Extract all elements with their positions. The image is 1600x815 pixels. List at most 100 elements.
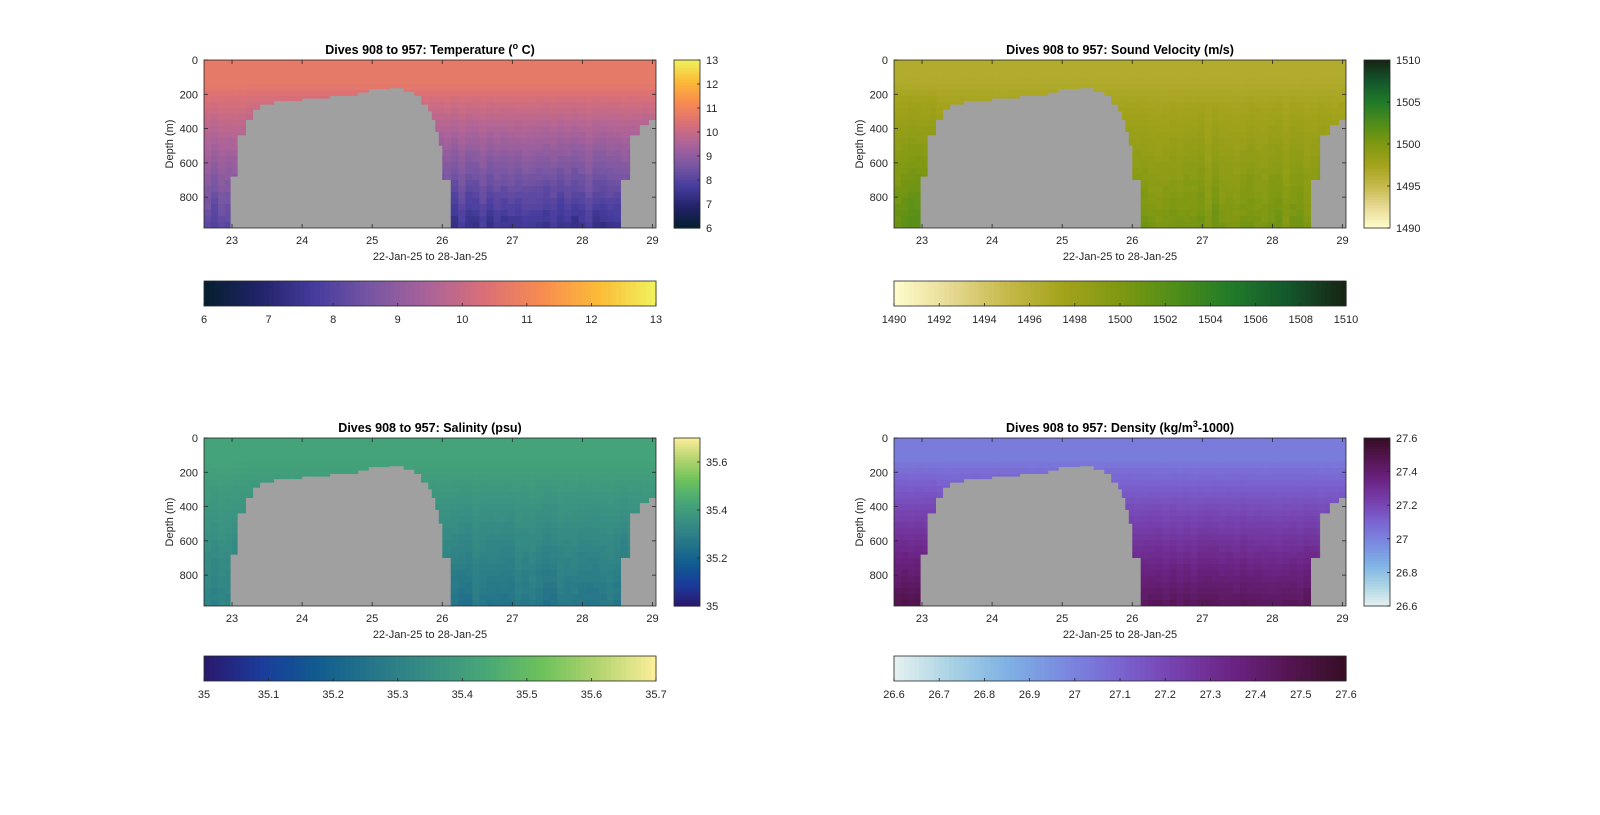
heatmap-cell: [451, 216, 459, 223]
heatmap-cell: [1141, 138, 1149, 145]
heatmap-cell: [260, 456, 269, 463]
colorbar-segment: [399, 281, 406, 306]
colorbar-segment: [1315, 281, 1322, 306]
heatmap-cell: [613, 132, 622, 139]
heatmap-cell: [500, 108, 509, 115]
heatmap-cell: [1183, 90, 1192, 97]
heatmap-cell: [1289, 192, 1298, 199]
heatmap-cell: [1324, 108, 1333, 115]
heatmap-cell: [521, 132, 530, 139]
heatmap-cell: [1303, 90, 1312, 97]
colorbar-segment: [899, 281, 905, 306]
heatmap-cell: [1338, 108, 1346, 115]
heatmap-cell: [1289, 168, 1298, 175]
heatmap-cell: [1162, 66, 1171, 73]
colorbar-segment: [1185, 281, 1191, 306]
heatmap-cell: [543, 156, 551, 163]
heatmap-cell: [894, 84, 902, 91]
heatmap-cell: [1183, 192, 1192, 199]
heatmap-cell: [922, 60, 930, 67]
heatmap-cell: [359, 78, 368, 85]
heatmap-cell: [239, 444, 247, 451]
heatmap-cell: [634, 78, 643, 85]
heatmap-cell: [507, 174, 516, 181]
heatmap-cell: [599, 96, 608, 103]
heatmap-cell: [465, 198, 473, 205]
heatmap-cell: [486, 138, 495, 145]
heatmap-cell: [380, 78, 389, 85]
heatmap-cell: [1240, 162, 1248, 169]
heatmap-cell: [1148, 222, 1156, 228]
heatmap-cell: [500, 198, 509, 205]
heatmap-cell: [338, 66, 346, 73]
heatmap-cell: [246, 66, 255, 73]
heatmap-cell: [1162, 186, 1171, 193]
heatmap-cell: [444, 78, 452, 85]
heatmap-cell: [1254, 72, 1262, 79]
heatmap-cell: [1141, 180, 1149, 187]
heatmap-cell: [908, 96, 916, 103]
heatmap-cell: [1211, 210, 1220, 217]
colorbar-segment: [394, 281, 401, 306]
heatmap-cell: [1204, 132, 1213, 139]
heatmap-cell: [964, 72, 973, 79]
heatmap-cell: [479, 120, 488, 127]
heatmap-cell: [1134, 162, 1142, 169]
heatmap-cell: [543, 60, 551, 67]
heatmap-cell: [908, 90, 916, 97]
heatmap-cell: [578, 192, 586, 199]
heatmap-cell: [1310, 84, 1319, 91]
heatmap-cell: [472, 138, 481, 145]
heatmap-cell: [493, 150, 502, 157]
heatmap-cell: [1303, 114, 1312, 121]
heatmap-cell: [915, 108, 923, 115]
heatmap-cell: [564, 222, 572, 228]
heatmap-cell: [479, 168, 488, 175]
heatmap-cell: [1141, 72, 1149, 79]
heatmap-cell: [1204, 174, 1213, 181]
heatmap-cell: [1268, 198, 1276, 205]
heatmap-cell: [331, 462, 339, 469]
heatmap-cell: [1261, 66, 1269, 73]
heatmap-cell: [915, 96, 923, 103]
heatmap-cell: [894, 162, 902, 169]
heatmap-cell: [1211, 84, 1220, 91]
heatmap-cell: [1127, 84, 1135, 91]
heatmap-cell: [401, 72, 410, 79]
heatmap-cell: [507, 120, 516, 127]
heatmap-cell: [1289, 132, 1298, 139]
heatmap-cell: [528, 72, 537, 79]
heatmap-cell: [985, 60, 994, 67]
heatmap-cell: [218, 552, 226, 559]
heatmap-cell: [1155, 156, 1163, 163]
heatmap-cell: [1254, 120, 1262, 127]
heatmap-cell: [204, 162, 212, 169]
heatmap-cell: [606, 132, 615, 139]
heatmap-cell: [521, 174, 530, 181]
heatmap-cell: [295, 66, 304, 73]
heatmap-cell: [599, 72, 608, 79]
heatmap-cell: [599, 66, 608, 73]
heatmap-cell: [528, 120, 537, 127]
heatmap-cell: [1204, 162, 1213, 169]
heatmap-cell: [430, 78, 438, 85]
colorbar-tick-label: 6: [706, 223, 712, 235]
heatmap-cell: [1247, 138, 1255, 145]
heatmap-cell: [571, 66, 579, 73]
heatmap-cell: [543, 90, 551, 97]
heatmap-cell: [232, 168, 240, 175]
heatmap-cell: [260, 84, 269, 91]
colorbar-segment: [1099, 281, 1106, 306]
heatmap-cell: [1310, 72, 1319, 79]
heatmap-cell: [943, 102, 952, 109]
heatmap-cell: [613, 168, 622, 175]
bathymetry-mask-right: [621, 120, 656, 228]
heatmap-cell: [1310, 108, 1319, 115]
heatmap-cell: [915, 60, 923, 67]
colorbar-segment: [964, 281, 970, 306]
heatmap-cell: [218, 102, 226, 109]
heatmap-cell: [557, 114, 565, 121]
heatmap-cell: [1324, 60, 1333, 67]
colorbar-segment: [1364, 93, 1390, 97]
heatmap-cell: [950, 78, 959, 85]
